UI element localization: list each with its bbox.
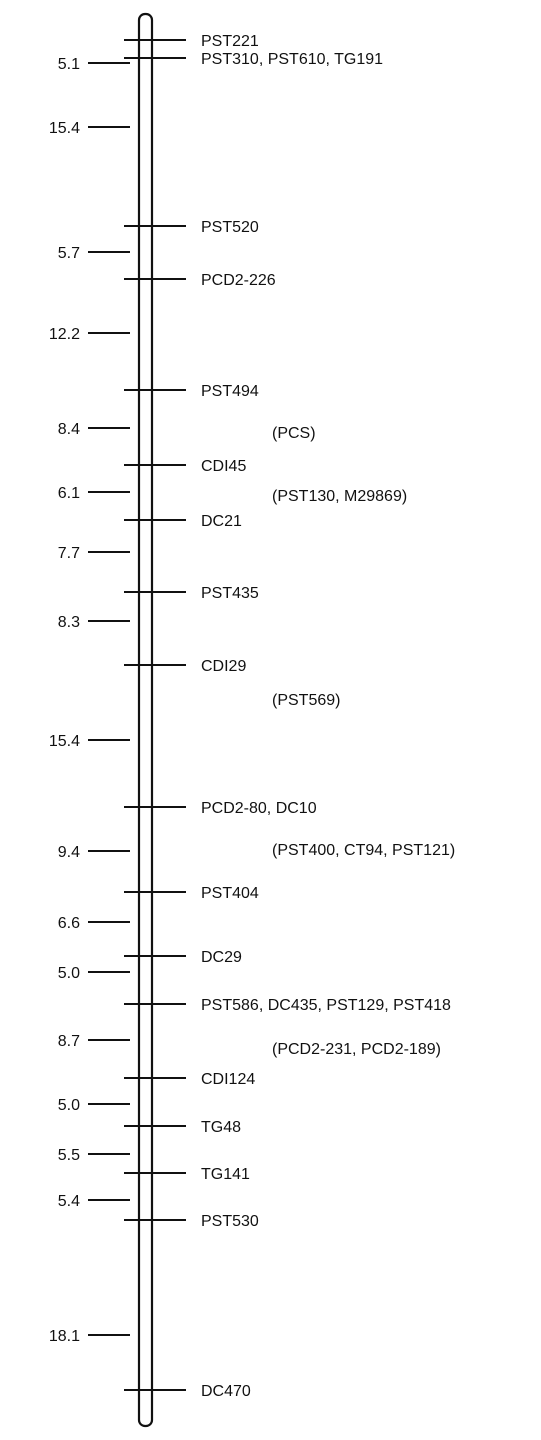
marker-label: DC29	[201, 949, 242, 966]
distance-label: 12.2	[49, 326, 80, 343]
marker-label: PST586, DC435, PST129, PST418	[201, 997, 451, 1014]
distance-label: 8.3	[58, 614, 80, 631]
marker-group-label: (PCS)	[272, 425, 316, 442]
marker-label: PCD2-80, DC10	[201, 800, 317, 817]
distance-label: 5.0	[58, 965, 80, 982]
marker-group-label: (PST569)	[272, 692, 340, 709]
marker-label: PST310, PST610, TG191	[201, 51, 383, 68]
distance-label: 9.4	[58, 844, 80, 861]
marker-label: PST530	[201, 1213, 259, 1230]
distance-label: 5.1	[58, 56, 80, 73]
marker-label: PCD2-226	[201, 272, 276, 289]
marker-group-label: (PCD2-231, PCD2-189)	[272, 1041, 441, 1058]
distance-label: 8.4	[58, 421, 80, 438]
marker-label: CDI29	[201, 658, 246, 675]
marker-label: PST404	[201, 885, 259, 902]
distance-label: 5.4	[58, 1193, 80, 1210]
distance-label: 15.4	[49, 733, 80, 750]
distance-label: 6.6	[58, 915, 80, 932]
marker-label: PST435	[201, 585, 259, 602]
distance-label: 18.1	[49, 1328, 80, 1345]
marker-label: DC21	[201, 513, 242, 530]
marker-label: DC470	[201, 1383, 251, 1400]
marker-label: PST494	[201, 383, 259, 400]
distance-label: 15.4	[49, 120, 80, 137]
marker-label: CDI124	[201, 1071, 255, 1088]
chromosome-bar	[137, 12, 154, 1428]
distance-label: 8.7	[58, 1033, 80, 1050]
marker-label: TG141	[201, 1166, 250, 1183]
marker-label: TG48	[201, 1119, 241, 1136]
marker-label: PST520	[201, 219, 259, 236]
marker-group-label: (PST400, CT94, PST121)	[272, 842, 455, 859]
marker-group-label: (PST130, M29869)	[272, 488, 407, 505]
distance-label: 5.7	[58, 245, 80, 262]
marker-label: CDI45	[201, 458, 246, 475]
marker-label: PST221	[201, 33, 259, 50]
distance-label: 6.1	[58, 485, 80, 502]
distance-label: 5.5	[58, 1147, 80, 1164]
distance-label: 5.0	[58, 1097, 80, 1114]
distance-label: 7.7	[58, 545, 80, 562]
